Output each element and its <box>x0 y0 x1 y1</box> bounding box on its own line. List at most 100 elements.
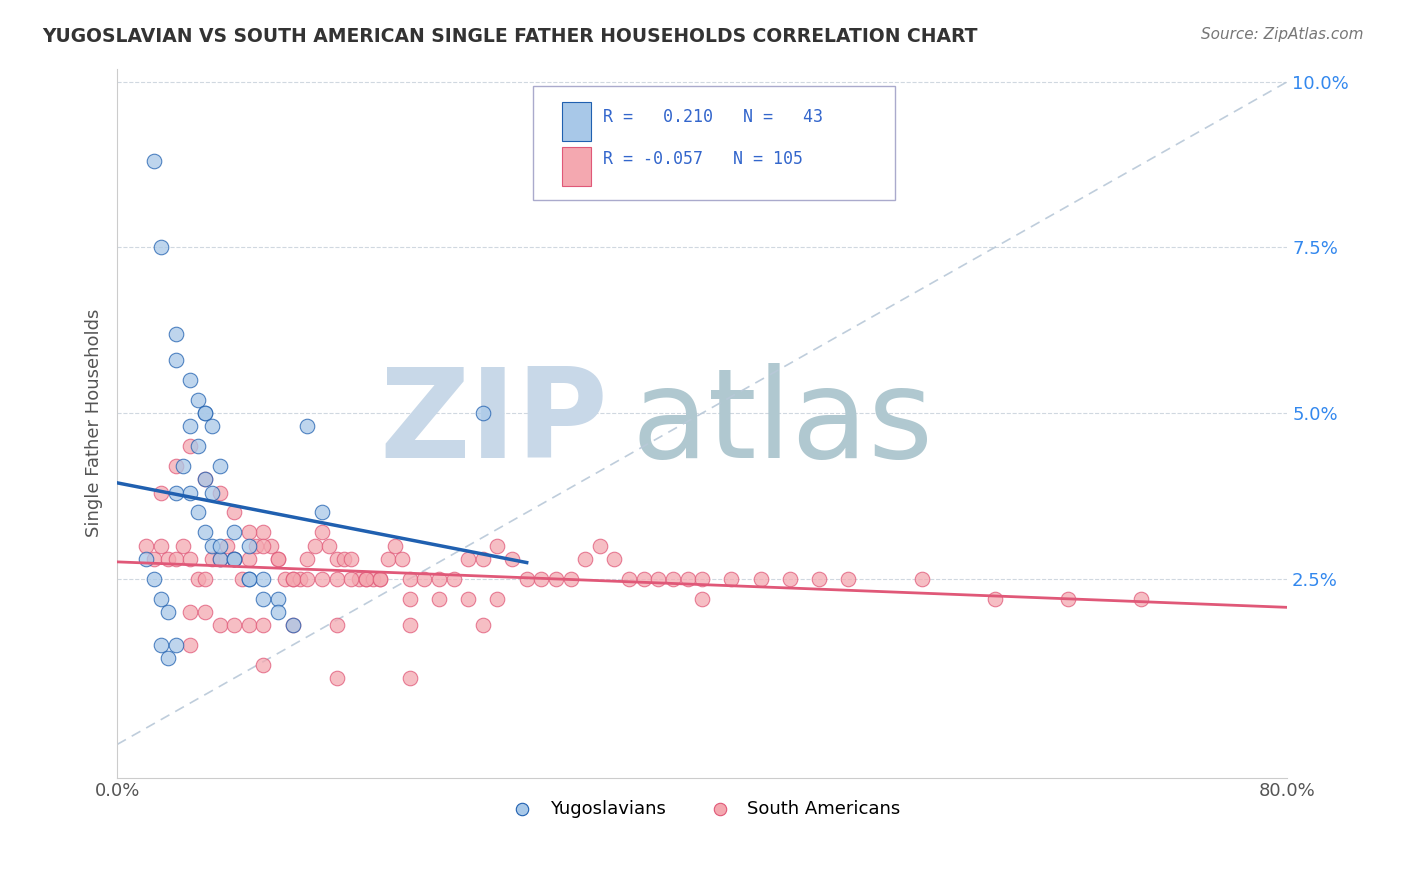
Legend: Yugoslavians, South Americans: Yugoslavians, South Americans <box>498 793 907 825</box>
FancyBboxPatch shape <box>533 87 896 200</box>
Yugoslavians <box>281 618 304 632</box>
Yugoslavians <box>267 605 290 619</box>
South Americans <box>267 552 290 566</box>
South Americans <box>208 618 231 632</box>
South Americans <box>910 572 932 586</box>
Yugoslavians <box>194 406 217 420</box>
South Americans <box>516 572 538 586</box>
South Americans <box>238 525 260 540</box>
South Americans <box>194 472 217 486</box>
South Americans <box>983 591 1005 606</box>
South Americans <box>325 671 347 685</box>
South Americans <box>370 572 392 586</box>
South Americans <box>340 552 363 566</box>
Yugoslavians <box>238 572 260 586</box>
South Americans <box>179 638 201 652</box>
South Americans <box>311 525 333 540</box>
Yugoslavians <box>135 552 157 566</box>
South Americans <box>443 572 465 586</box>
Yugoslavians <box>172 459 194 474</box>
Yugoslavians <box>201 419 224 434</box>
South Americans <box>318 539 340 553</box>
South Americans <box>676 572 699 586</box>
South Americans <box>208 552 231 566</box>
South Americans <box>647 572 669 586</box>
South Americans <box>457 591 479 606</box>
South Americans <box>288 572 311 586</box>
Text: atlas: atlas <box>633 362 934 483</box>
South Americans <box>354 572 377 586</box>
Yugoslavians <box>267 591 290 606</box>
South Americans <box>194 605 217 619</box>
South Americans <box>808 572 831 586</box>
South Americans <box>179 605 201 619</box>
South Americans <box>370 572 392 586</box>
South Americans <box>179 439 201 453</box>
Yugoslavians <box>224 552 246 566</box>
South Americans <box>471 618 494 632</box>
South Americans <box>215 539 238 553</box>
Yugoslavians <box>208 539 231 553</box>
South Americans <box>245 539 267 553</box>
South Americans <box>384 539 406 553</box>
South Americans <box>304 539 326 553</box>
Yugoslavians <box>165 353 187 368</box>
South Americans <box>486 591 509 606</box>
South Americans <box>530 572 553 586</box>
Yugoslavians <box>224 552 246 566</box>
Yugoslavians <box>187 439 209 453</box>
Text: Source: ZipAtlas.com: Source: ZipAtlas.com <box>1201 27 1364 42</box>
South Americans <box>165 459 187 474</box>
South Americans <box>135 539 157 553</box>
Yugoslavians <box>157 605 180 619</box>
Yugoslavians <box>194 525 217 540</box>
South Americans <box>398 671 420 685</box>
South Americans <box>238 618 260 632</box>
South Americans <box>837 572 859 586</box>
South Americans <box>187 572 209 586</box>
South Americans <box>150 485 173 500</box>
Y-axis label: Single Father Households: Single Father Households <box>86 309 103 537</box>
South Americans <box>238 552 260 566</box>
South Americans <box>377 552 399 566</box>
Yugoslavians <box>208 459 231 474</box>
South Americans <box>413 572 436 586</box>
South Americans <box>325 552 347 566</box>
South Americans <box>544 572 567 586</box>
South Americans <box>297 552 319 566</box>
South Americans <box>260 539 283 553</box>
South Americans <box>224 506 246 520</box>
South Americans <box>179 552 201 566</box>
South Americans <box>749 572 772 586</box>
Yugoslavians <box>252 572 274 586</box>
Text: YUGOSLAVIAN VS SOUTH AMERICAN SINGLE FATHER HOUSEHOLDS CORRELATION CHART: YUGOSLAVIAN VS SOUTH AMERICAN SINGLE FAT… <box>42 27 977 45</box>
South Americans <box>224 552 246 566</box>
Text: R = -0.057   N = 105: R = -0.057 N = 105 <box>603 150 803 168</box>
South Americans <box>267 552 290 566</box>
Yugoslavians <box>208 552 231 566</box>
Yugoslavians <box>150 240 173 254</box>
Yugoslavians <box>187 506 209 520</box>
South Americans <box>281 618 304 632</box>
South Americans <box>427 572 450 586</box>
South Americans <box>361 572 384 586</box>
South Americans <box>340 572 363 586</box>
Yugoslavians <box>471 406 494 420</box>
South Americans <box>252 525 274 540</box>
Yugoslavians <box>150 591 173 606</box>
South Americans <box>574 552 596 566</box>
South Americans <box>1056 591 1078 606</box>
Yugoslavians <box>201 485 224 500</box>
Text: R =   0.210   N =   43: R = 0.210 N = 43 <box>603 108 823 126</box>
Yugoslavians <box>297 419 319 434</box>
South Americans <box>1129 591 1152 606</box>
South Americans <box>297 572 319 586</box>
South Americans <box>633 572 655 586</box>
South Americans <box>427 591 450 606</box>
South Americans <box>457 552 479 566</box>
South Americans <box>617 572 640 586</box>
South Americans <box>172 539 194 553</box>
South Americans <box>150 539 173 553</box>
South Americans <box>224 618 246 632</box>
South Americans <box>589 539 612 553</box>
